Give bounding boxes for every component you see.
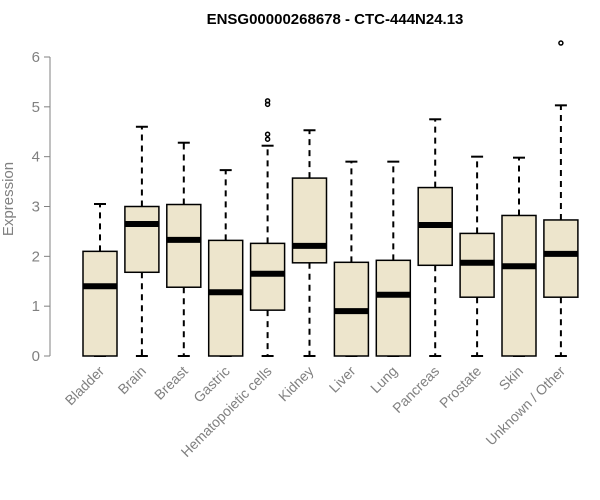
- y-tick-label: 3: [32, 199, 40, 216]
- box-iqr: [166, 203, 202, 288]
- category-label: Breast: [151, 363, 191, 403]
- category-label: Brain: [115, 363, 149, 397]
- box-11: [543, 40, 579, 357]
- boxes-group: [82, 40, 579, 357]
- box-10: [501, 156, 537, 357]
- box-5: [291, 129, 328, 357]
- box-iqr: [207, 239, 244, 357]
- box-2: [166, 141, 202, 357]
- category-label: Pancreas: [389, 363, 442, 416]
- box-8: [417, 118, 453, 357]
- y-tick-label: 1: [32, 298, 40, 315]
- box-6: [333, 160, 370, 357]
- category-label: Kidney: [275, 363, 317, 405]
- box-iqr: [291, 177, 328, 264]
- box-1: [124, 125, 160, 357]
- chart-title: ENSG00000268678 - CTC-444N24.13: [207, 11, 464, 28]
- outlier-point: [264, 136, 271, 142]
- outlier-point: [558, 40, 564, 46]
- y-tick-label: 5: [32, 99, 40, 116]
- box-0: [82, 203, 118, 357]
- category-label: Bladder: [62, 363, 108, 409]
- category-label: Prostate: [436, 363, 484, 411]
- y-tick-label: 6: [32, 49, 40, 66]
- y-tick-label: 0: [32, 348, 40, 365]
- category-label: Lung: [367, 363, 400, 396]
- outlier-point: [264, 131, 271, 137]
- y-axis: 0 1 2 3 4 5 6: [32, 49, 51, 365]
- category-label: Liver: [326, 363, 359, 396]
- box-3: [207, 169, 244, 357]
- y-tick-label: 4: [32, 149, 40, 166]
- box-iqr: [501, 214, 537, 357]
- category-label: Skin: [496, 363, 527, 394]
- outlier-point: [264, 98, 271, 104]
- box-iqr: [543, 219, 579, 298]
- box-7: [375, 160, 412, 357]
- box-iqr: [82, 250, 118, 357]
- box-9: [459, 155, 495, 357]
- box-iqr: [124, 205, 160, 274]
- y-axis-title: Expression: [0, 162, 17, 236]
- box-iqr: [375, 259, 412, 357]
- y-tick-label: 2: [32, 248, 40, 265]
- box-4: [249, 98, 286, 357]
- category-label: Unknown / Other: [482, 363, 568, 449]
